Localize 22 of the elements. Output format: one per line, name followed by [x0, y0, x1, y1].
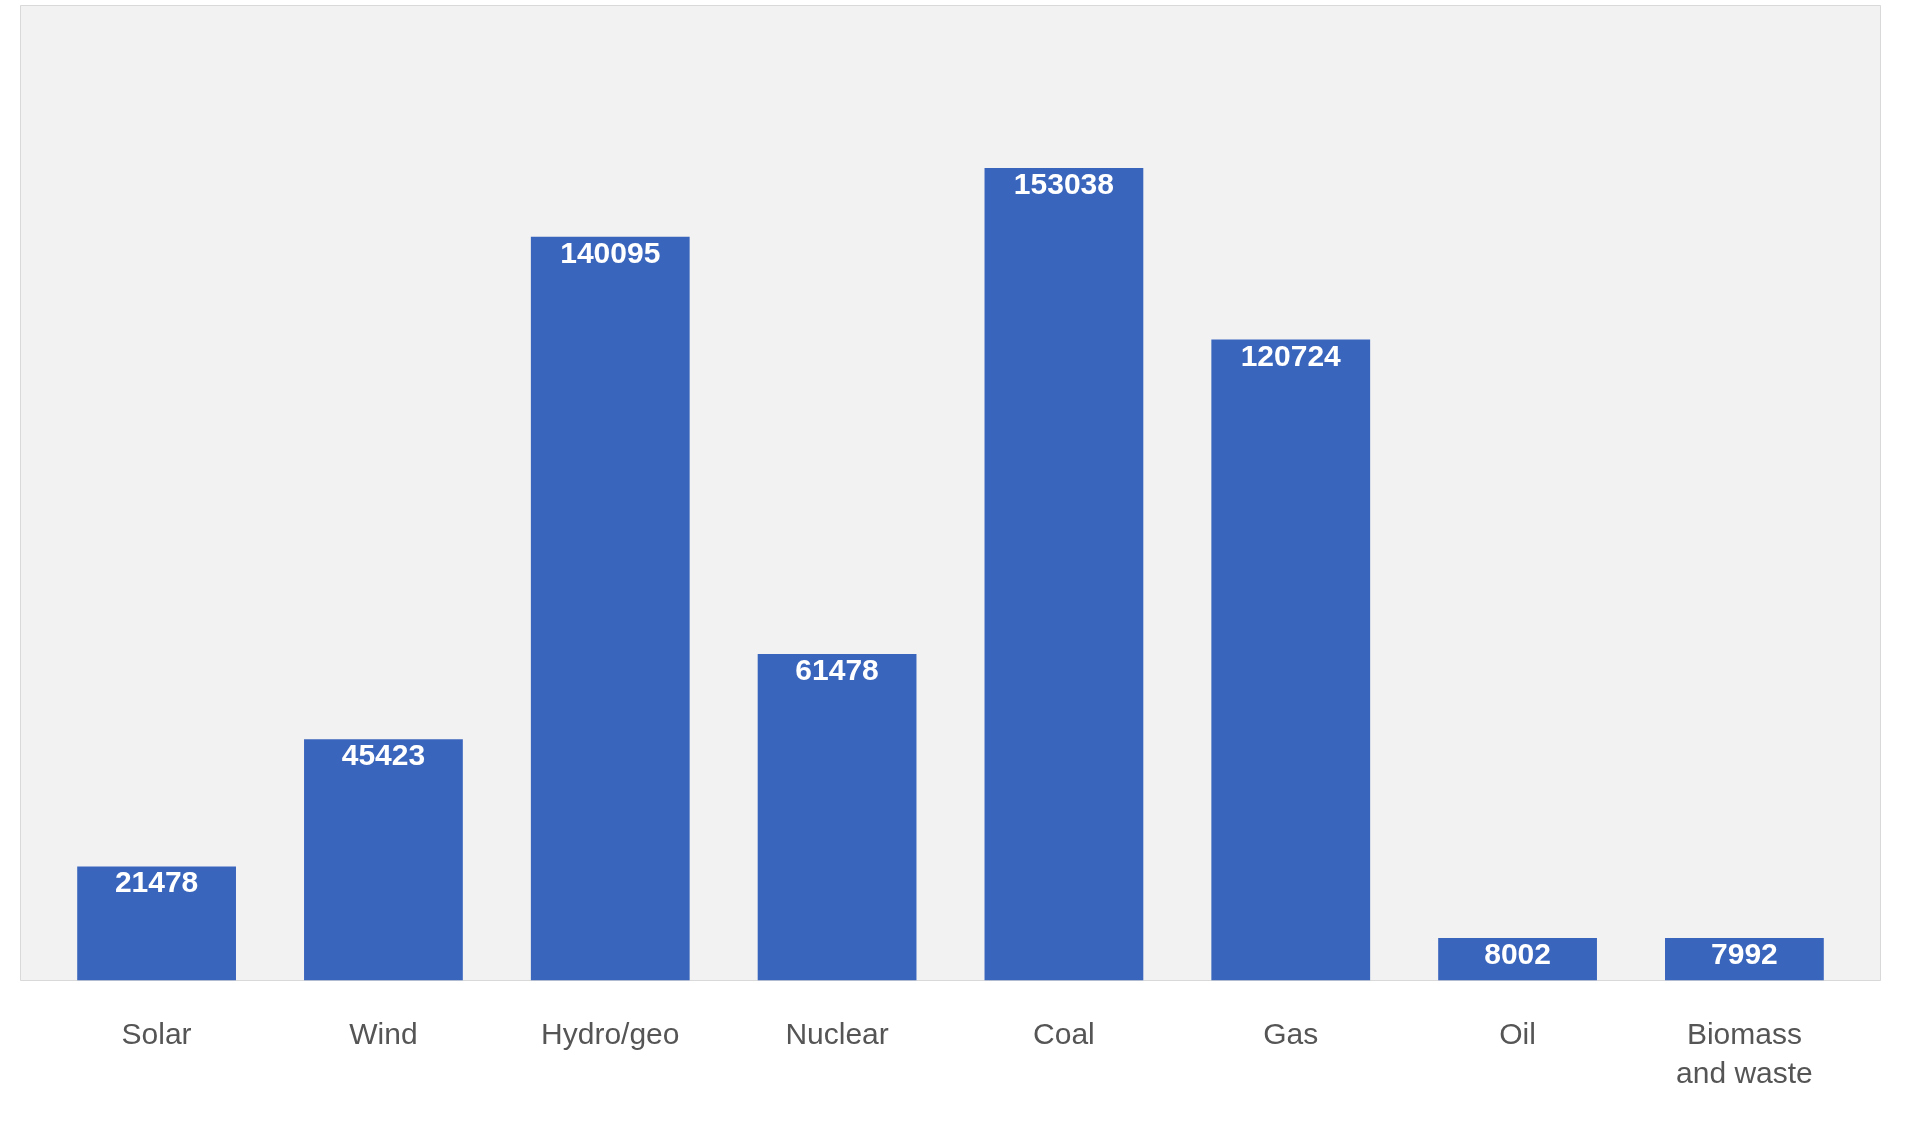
data-label: 21478	[114, 865, 199, 899]
bar	[984, 168, 1144, 981]
data-label: 45423	[341, 738, 426, 772]
data-label: 153038	[1013, 167, 1114, 200]
x-tick-label: Gas	[1263, 1016, 1319, 1050]
x-tick-label: Nuclear	[785, 1016, 889, 1050]
x-tick-label: Solar	[121, 1016, 192, 1050]
bar	[757, 654, 917, 981]
bar	[530, 236, 690, 981]
data-label: 140095	[560, 235, 661, 269]
x-tick-label: Hydro/geo	[541, 1016, 680, 1050]
x-tick-label: Oil	[1499, 1016, 1536, 1050]
x-tick-label: Coal	[1033, 1016, 1095, 1050]
bar	[77, 866, 236, 981]
bar	[1211, 339, 1371, 981]
data-label: 7992	[1711, 937, 1778, 971]
data-label: 61478	[795, 653, 879, 687]
data-label: 120724	[1240, 338, 1342, 372]
x-tick-label: Biomass and waste	[1676, 1016, 1813, 1090]
x-tick-label: Wind	[349, 1016, 418, 1050]
bar	[304, 739, 463, 981]
data-label: 8002	[1484, 937, 1551, 971]
